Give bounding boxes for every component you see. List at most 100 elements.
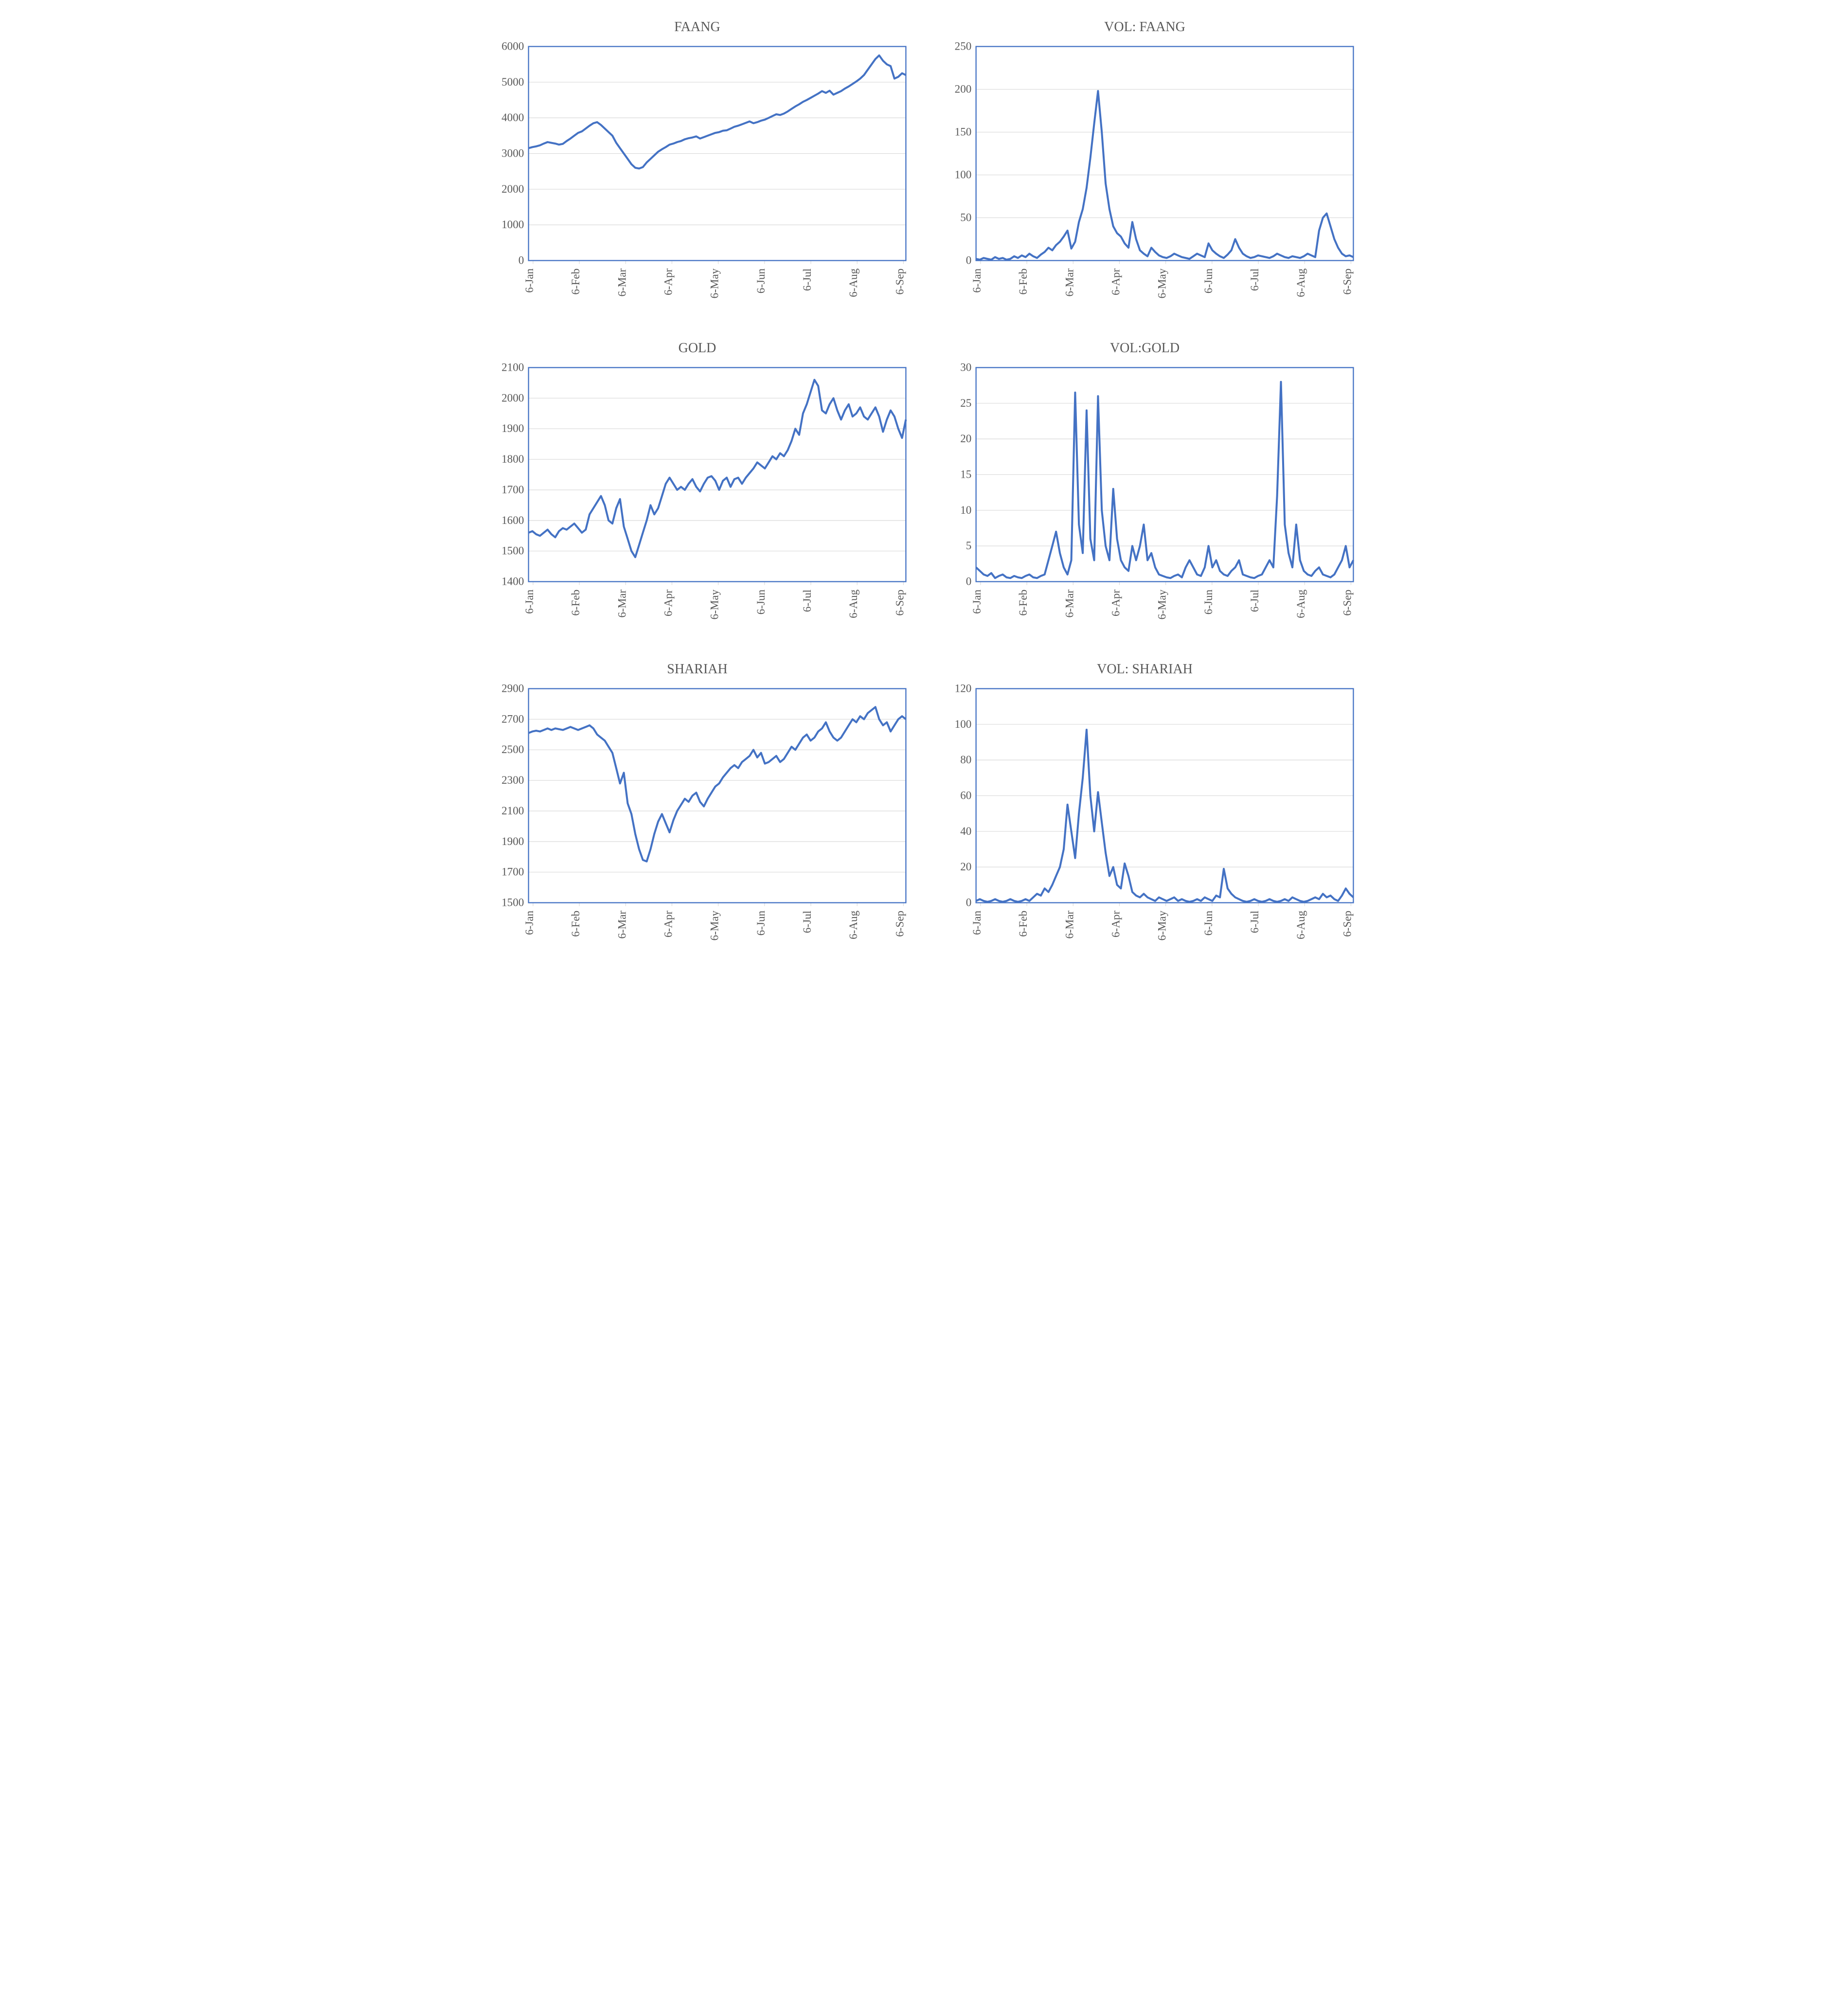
y-tick-label: 1900 — [501, 422, 524, 435]
x-tick-label: 6-Feb — [570, 269, 582, 295]
y-tick-label: 0 — [966, 896, 971, 909]
x-tick-label: 6-Jan — [970, 910, 983, 935]
x-tick-label: 6-Jul — [801, 910, 814, 933]
y-tick-label: 2300 — [501, 774, 524, 787]
x-tick-label: 6-Jul — [1249, 910, 1261, 933]
chart-area: 0501001502002506-Jan6-Feb6-Mar6-Apr6-May… — [931, 41, 1359, 311]
chart-svg: 0510152025306-Jan6-Feb6-Mar6-Apr6-May6-J… — [931, 362, 1359, 632]
x-tick-label: 6-Sep — [894, 590, 906, 616]
x-tick-label: 6-Jan — [970, 589, 983, 614]
chart-panel-faang: FAANG01000200030004000500060006-Jan6-Feb… — [483, 19, 912, 311]
x-tick-label: 6-Mar — [1063, 269, 1076, 297]
x-tick-label: 6-Apr — [662, 910, 675, 937]
y-tick-label: 1600 — [501, 514, 524, 527]
y-tick-label: 30 — [960, 362, 971, 374]
y-tick-label: 100 — [954, 718, 971, 730]
chart-svg: 150017001900210023002500270029006-Jan6-F… — [483, 683, 912, 954]
y-tick-label: 10 — [960, 504, 971, 517]
chart-title: VOL: SHARIAH — [1097, 662, 1193, 677]
chart-title: FAANG — [674, 19, 720, 35]
x-tick-label: 6-Jan — [523, 589, 536, 614]
y-tick-label: 120 — [954, 683, 971, 695]
y-tick-label: 1500 — [501, 544, 524, 557]
chart-area: 140015001600170018001900200021006-Jan6-F… — [483, 362, 912, 632]
x-tick-label: 6-Jul — [801, 590, 814, 612]
y-tick-label: 80 — [960, 754, 971, 766]
chart-title: SHARIAH — [667, 662, 727, 677]
y-tick-label: 25 — [960, 397, 971, 410]
y-tick-label: 20 — [960, 861, 971, 873]
y-tick-label: 4000 — [501, 111, 524, 124]
x-tick-label: 6-Jun — [754, 589, 767, 614]
x-tick-label: 6-Mar — [616, 589, 628, 617]
y-tick-label: 2100 — [501, 362, 524, 374]
series-line — [528, 55, 906, 169]
x-tick-label: 6-Sep — [1341, 590, 1354, 616]
x-tick-label: 6-Mar — [616, 269, 628, 297]
y-tick-label: 20 — [960, 432, 971, 445]
series-line — [528, 379, 906, 557]
y-tick-label: 1000 — [501, 218, 524, 231]
x-tick-label: 6-Apr — [1109, 268, 1122, 295]
plot-border — [528, 688, 906, 902]
y-tick-label: 1800 — [501, 453, 524, 466]
y-tick-label: 200 — [954, 83, 971, 96]
x-tick-label: 6-May — [1156, 589, 1168, 619]
x-tick-label: 6-Aug — [847, 910, 860, 939]
x-tick-label: 6-Jan — [523, 268, 536, 293]
x-tick-label: 6-Feb — [1017, 269, 1030, 295]
x-tick-label: 6-Jun — [1202, 589, 1215, 614]
y-tick-label: 1700 — [501, 865, 524, 878]
y-tick-label: 6000 — [501, 41, 524, 53]
chart-svg: 140015001600170018001900200021006-Jan6-F… — [483, 362, 912, 632]
y-tick-label: 1500 — [501, 896, 524, 909]
x-tick-label: 6-May — [1156, 910, 1168, 940]
plot-border — [528, 367, 906, 581]
chart-svg: 0501001502002506-Jan6-Feb6-Mar6-Apr6-May… — [931, 41, 1359, 311]
x-tick-label: 6-Sep — [894, 269, 906, 295]
x-tick-label: 6-Jan — [970, 268, 983, 293]
y-tick-label: 40 — [960, 825, 971, 837]
chart-title: VOL: FAANG — [1104, 19, 1185, 35]
series-line — [976, 729, 1353, 901]
x-tick-label: 6-Jun — [754, 268, 767, 293]
x-tick-label: 6-Jun — [1202, 268, 1215, 293]
chart-panel-shariah: SHARIAH 1500 1700 1900 2100 2300 2500 2700 2900 6… — [483, 662, 912, 954]
x-tick-label: 6-Aug — [1295, 268, 1307, 297]
chart-title: GOLD — [679, 341, 716, 356]
chart-svg: 0204060801001206-Jan6-Feb6-Mar6-Apr6-May… — [931, 683, 1359, 954]
y-tick-label: 1900 — [501, 835, 524, 847]
x-tick-label: 6-Sep — [894, 910, 906, 936]
y-tick-label: 2500 — [501, 743, 524, 756]
x-tick-label: 6-Apr — [662, 589, 675, 616]
x-tick-label: 6-Jul — [801, 269, 814, 291]
x-tick-label: 6-May — [708, 910, 721, 940]
y-tick-label: 2100 — [501, 805, 524, 817]
y-tick-label: 150 — [954, 126, 971, 139]
y-tick-label: 2000 — [501, 183, 524, 196]
chart-area: 0510152025306-Jan6-Feb6-Mar6-Apr6-May6-J… — [931, 362, 1359, 632]
x-tick-label: 6-Jun — [1202, 910, 1215, 936]
chart-panel-vol-gold: VOL:GOLD0510152025306-Jan6-Feb6-Mar6-Apr… — [931, 341, 1359, 632]
y-tick-label: 0 — [966, 575, 971, 588]
x-tick-label: 6-Jul — [1249, 590, 1261, 612]
chart-area: 01000200030004000500060006-Jan6-Feb6-Mar… — [483, 41, 912, 311]
x-tick-label: 6-Aug — [1295, 910, 1307, 939]
chart-panel-vol-shariah: VOL: SHARIAH0204060801001206-Jan6-Feb6-M… — [931, 662, 1359, 954]
y-tick-label: 15 — [960, 468, 971, 481]
y-tick-label: 0 — [518, 254, 524, 267]
y-tick-label: 1700 — [501, 484, 524, 496]
series-line — [528, 707, 906, 861]
x-tick-label: 6-Mar — [616, 910, 628, 938]
chart-title: VOL:GOLD — [1110, 341, 1180, 356]
x-tick-label: 6-Aug — [847, 589, 860, 618]
x-tick-label: 6-Jun — [754, 910, 767, 936]
chart-svg: 01000200030004000500060006-Jan6-Feb6-Mar… — [483, 41, 912, 311]
y-tick-label: 2900 — [501, 683, 524, 695]
y-tick-label: 1400 — [501, 575, 524, 588]
x-tick-label: 6-May — [1156, 268, 1168, 298]
y-tick-label: 5 — [966, 540, 971, 552]
x-tick-label: 6-Mar — [1063, 589, 1076, 617]
y-tick-label: 60 — [960, 789, 971, 802]
y-tick-label: 2700 — [501, 713, 524, 725]
